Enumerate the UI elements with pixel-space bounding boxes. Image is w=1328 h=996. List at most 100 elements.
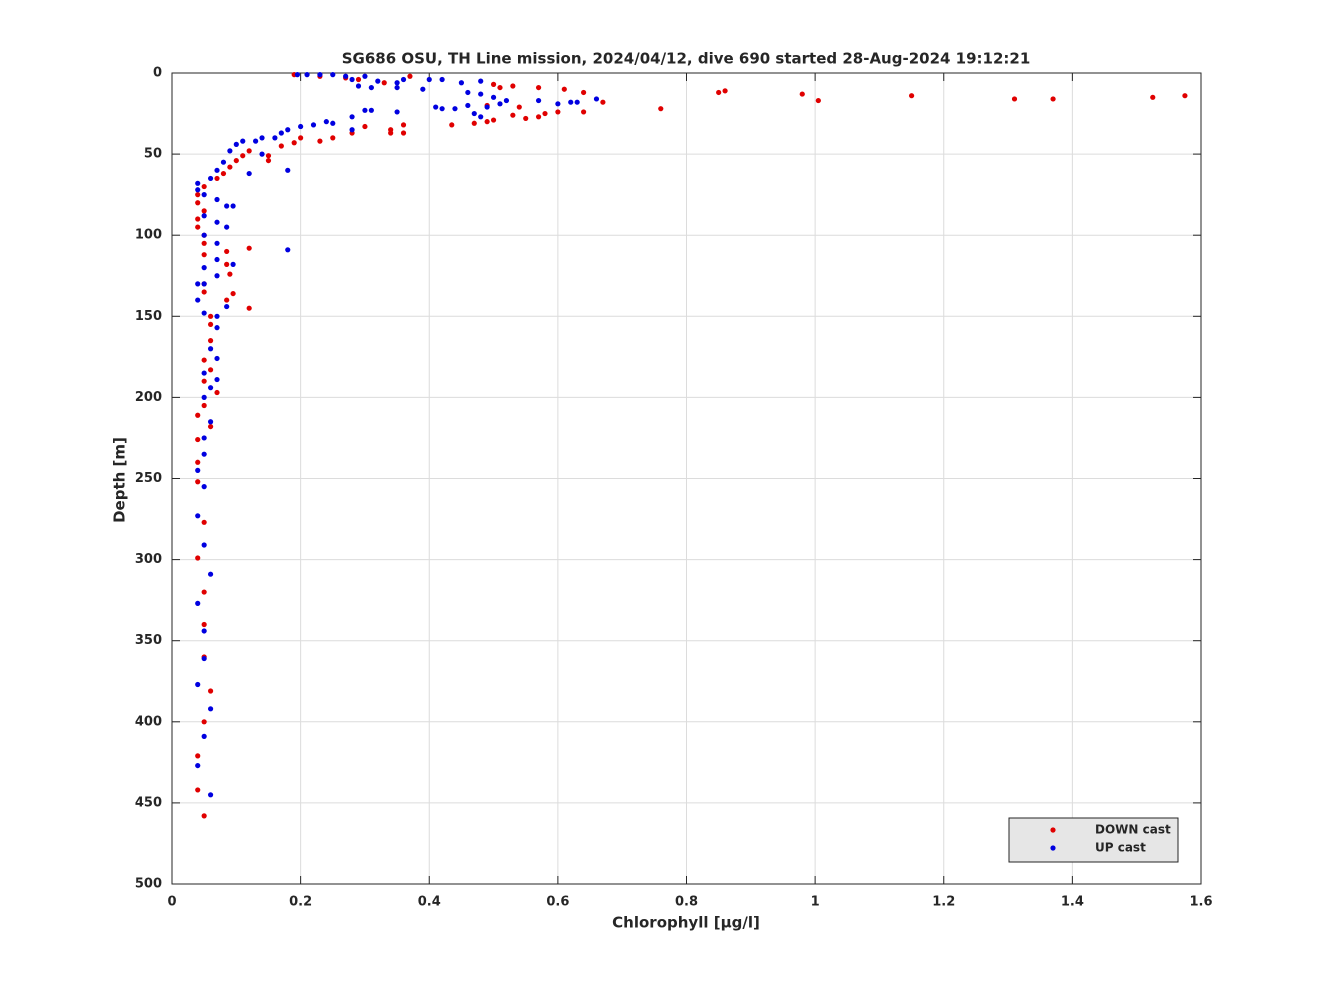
point: [201, 451, 207, 457]
point: [1182, 93, 1188, 99]
chart-title: SG686 OSU, TH Line mission, 2024/04/12, …: [342, 50, 1031, 68]
x-tick-label: 0.4: [418, 895, 441, 910]
legend-label: DOWN cast: [1095, 823, 1171, 837]
point: [484, 119, 490, 125]
point: [510, 83, 516, 89]
point: [658, 106, 664, 112]
point: [201, 232, 207, 238]
point: [201, 589, 207, 595]
point: [195, 600, 201, 606]
point: [452, 106, 458, 112]
point: [201, 719, 207, 725]
point: [227, 164, 233, 170]
point: [388, 130, 394, 136]
point: [484, 104, 490, 110]
point: [207, 338, 214, 344]
point: [214, 196, 220, 203]
point: [240, 153, 246, 159]
point: [458, 80, 465, 86]
point: [207, 367, 214, 373]
point: [381, 80, 387, 86]
point: [561, 86, 567, 92]
point: [195, 513, 201, 519]
point: [516, 104, 522, 110]
point: [1050, 96, 1056, 102]
point: [207, 423, 214, 430]
point: [230, 261, 236, 267]
y-tick-label: 100: [135, 228, 162, 243]
point: [207, 571, 214, 577]
point: [201, 370, 207, 376]
point: [278, 143, 284, 149]
point: [298, 135, 304, 141]
point: [214, 167, 220, 173]
point: [478, 91, 484, 97]
point: [471, 110, 477, 117]
point: [593, 96, 600, 102]
point: [195, 412, 201, 418]
point: [201, 310, 207, 316]
legend-label: UP cast: [1095, 841, 1146, 855]
point: [195, 281, 201, 287]
point: [201, 519, 207, 525]
point: [815, 97, 821, 104]
point: [581, 109, 587, 115]
point: [201, 655, 207, 662]
point: [349, 76, 355, 83]
point: [285, 167, 291, 173]
point: [490, 117, 497, 123]
point: [201, 484, 207, 490]
point: [233, 141, 239, 147]
point: [490, 81, 497, 87]
x-axis-label: Chlorophyll [μg/l]: [612, 914, 760, 932]
point: [207, 313, 214, 319]
point: [400, 76, 407, 83]
point: [535, 97, 542, 104]
point: [195, 200, 201, 206]
point: [294, 72, 301, 78]
point: [201, 252, 207, 258]
y-tick-label: 150: [135, 309, 162, 324]
point: [195, 762, 201, 769]
point: [201, 394, 207, 400]
point: [207, 346, 214, 352]
point: [330, 72, 336, 78]
point: [323, 119, 329, 125]
point: [214, 256, 220, 263]
point: [214, 325, 220, 331]
point: [272, 135, 278, 141]
point: [201, 240, 207, 246]
x-tick-label: 1.2: [932, 895, 955, 910]
point: [246, 170, 252, 177]
point: [799, 91, 805, 97]
point: [195, 459, 201, 465]
point: [201, 208, 207, 214]
point: [490, 94, 497, 100]
point: [278, 130, 284, 136]
point: [265, 153, 272, 159]
point: [230, 203, 236, 209]
point: [523, 115, 529, 122]
point: [201, 813, 207, 819]
point: [420, 86, 426, 92]
point: [478, 78, 484, 84]
point: [355, 83, 362, 89]
point: [214, 376, 220, 383]
point: [224, 261, 230, 267]
point: [195, 192, 201, 198]
point: [227, 271, 233, 277]
point: [375, 78, 381, 84]
point: [465, 89, 471, 96]
point: [349, 114, 355, 120]
point: [207, 419, 214, 425]
y-tick-label: 350: [135, 633, 162, 648]
point: [220, 170, 227, 177]
point: [265, 157, 272, 164]
point: [433, 104, 439, 110]
point: [201, 435, 207, 441]
point: [471, 120, 477, 126]
point: [349, 127, 355, 133]
point: [207, 321, 214, 328]
point: [195, 467, 201, 473]
